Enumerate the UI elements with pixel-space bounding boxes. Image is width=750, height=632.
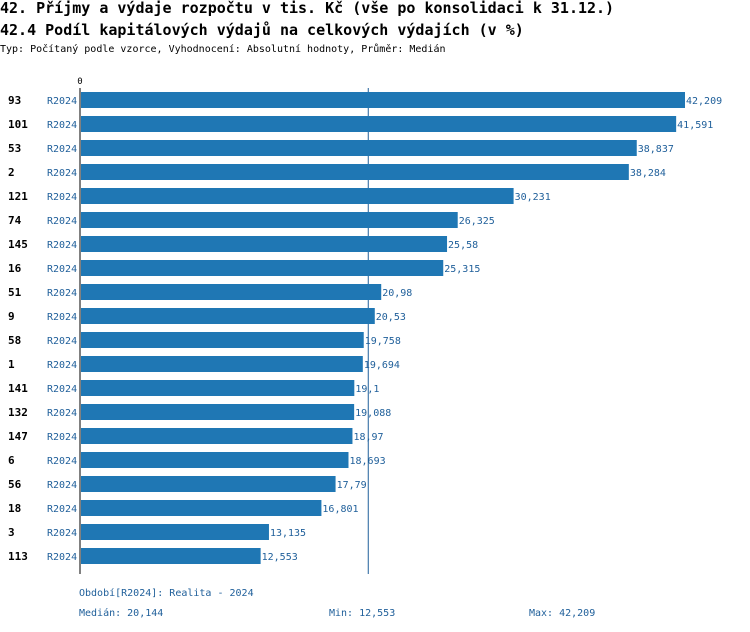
- axis-zero-label: 0: [77, 77, 82, 87]
- bar: [81, 212, 458, 228]
- value-label: 30,231: [515, 192, 551, 203]
- series-label: R2024: [47, 216, 77, 227]
- value-label: 17,79: [337, 480, 367, 491]
- series-label: R2024: [47, 120, 77, 131]
- series-label: R2024: [47, 168, 77, 179]
- value-label: 38,284: [630, 168, 666, 179]
- category-label: 145: [8, 238, 28, 251]
- chart-subtitle: 42.4 Podíl kapitálových výdajů na celkov…: [0, 21, 524, 39]
- bar: [81, 116, 677, 132]
- series-label: R2024: [47, 264, 77, 275]
- value-label: 16,801: [322, 504, 358, 515]
- bar: [81, 332, 364, 348]
- bar: [81, 236, 448, 252]
- series-label: R2024: [47, 528, 77, 539]
- value-label: 18,693: [349, 456, 385, 467]
- category-label: 93: [8, 94, 21, 107]
- category-label: 101: [8, 118, 28, 131]
- category-label: 51: [8, 286, 22, 299]
- category-label: 1: [8, 358, 15, 371]
- series-label: R2024: [47, 552, 77, 563]
- category-label: 9: [8, 310, 15, 323]
- category-label: 121: [8, 190, 28, 203]
- chart-type-line: Typ: Počítaný podle vzorce, Vyhodnocení:…: [0, 44, 446, 55]
- series-label: R2024: [47, 504, 77, 515]
- value-label: 25,58: [448, 240, 478, 251]
- value-label: 18,97: [353, 432, 383, 443]
- bar: [81, 452, 349, 468]
- footer-max: Max: 42,209: [529, 608, 596, 619]
- value-label: 13,135: [270, 528, 306, 539]
- category-label: 74: [8, 214, 22, 227]
- category-label: 3: [8, 526, 15, 539]
- value-label: 26,325: [459, 216, 495, 227]
- series-label: R2024: [47, 336, 77, 347]
- series-label: R2024: [47, 192, 77, 203]
- value-label: 12,553: [262, 552, 298, 563]
- bar: [81, 284, 382, 300]
- series-label: R2024: [47, 144, 77, 155]
- value-label: 42,209: [686, 96, 722, 107]
- series-label: R2024: [47, 480, 77, 491]
- series-label: R2024: [47, 240, 77, 251]
- category-label: 18: [8, 502, 21, 515]
- chart-title: 42. Příjmy a výdaje rozpočtu v tis. Kč (…: [0, 0, 615, 17]
- category-label: 53: [8, 142, 21, 155]
- bar: [81, 476, 336, 492]
- category-label: 56: [8, 478, 22, 491]
- value-label: 38,837: [638, 144, 674, 155]
- bar: [81, 428, 353, 444]
- bar: [81, 260, 444, 276]
- category-label: 113: [8, 550, 28, 563]
- bar: [81, 140, 637, 156]
- category-label: 2: [8, 166, 15, 179]
- value-label: 20,98: [382, 288, 412, 299]
- footer-period: Období[R2024]: Realita - 2024: [79, 588, 254, 599]
- value-label: 19,758: [365, 336, 401, 347]
- bar: [81, 380, 355, 396]
- category-label: 6: [8, 454, 15, 467]
- category-label: 16: [8, 262, 22, 275]
- series-label: R2024: [47, 384, 77, 395]
- category-label: 141: [8, 382, 28, 395]
- category-label: 58: [8, 334, 21, 347]
- category-label: 132: [8, 406, 28, 419]
- bar: [81, 524, 269, 540]
- value-label: 19,088: [355, 408, 391, 419]
- bar: [81, 500, 322, 516]
- value-label: 19,1: [355, 384, 379, 395]
- series-label: R2024: [47, 456, 77, 467]
- bar: [81, 356, 363, 372]
- series-label: R2024: [47, 96, 77, 107]
- bar: [81, 188, 514, 204]
- value-label: 25,315: [444, 264, 480, 275]
- series-label: R2024: [47, 312, 77, 323]
- category-label: 147: [8, 430, 28, 443]
- value-label: 20,53: [376, 312, 406, 323]
- bar: [81, 164, 629, 180]
- series-label: R2024: [47, 288, 77, 299]
- bar: [81, 92, 685, 108]
- footer-min: Min: 12,553: [329, 608, 396, 619]
- value-label: 41,591: [677, 120, 713, 131]
- bar: [81, 404, 355, 420]
- bar: [81, 548, 261, 564]
- series-label: R2024: [47, 408, 77, 419]
- series-label: R2024: [47, 360, 77, 371]
- footer-median: Medián: 20,144: [79, 608, 164, 619]
- series-label: R2024: [47, 432, 77, 443]
- value-label: 19,694: [364, 360, 400, 371]
- bar: [81, 308, 375, 324]
